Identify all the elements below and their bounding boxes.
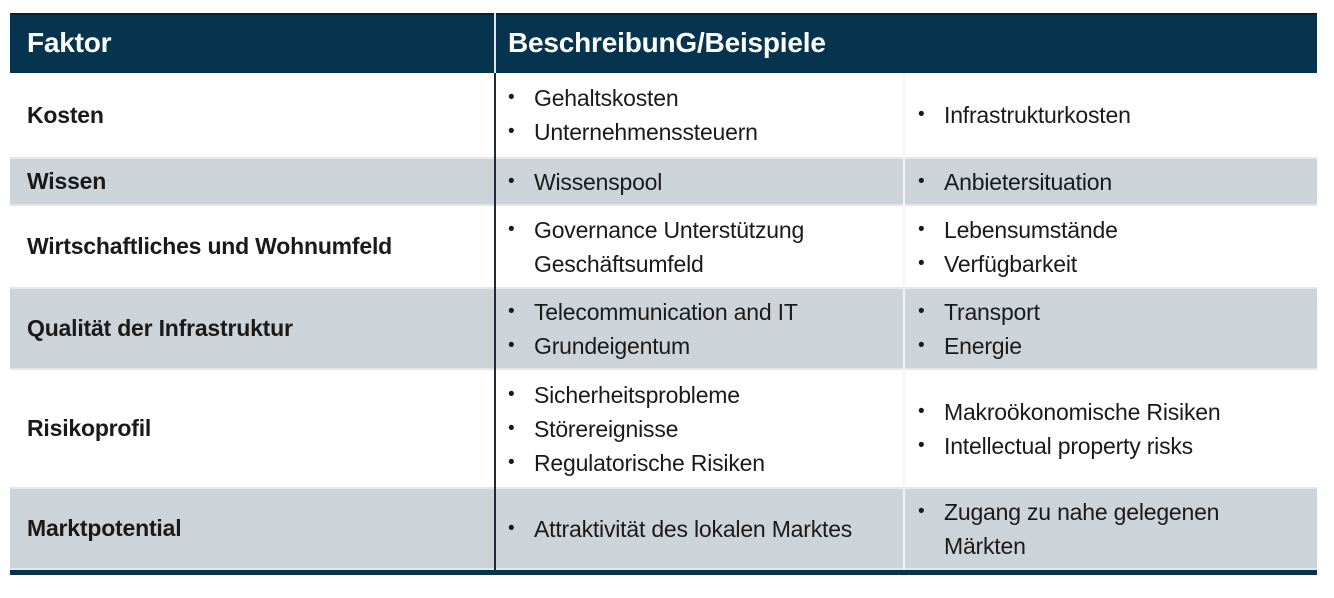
list-item-text: Zugang zu nahe gelegenen Märkten (944, 498, 1220, 559)
list-item-text: Wissenspool (534, 168, 663, 195)
factor-label: Marktpotential (27, 515, 182, 541)
bullet-dot-icon: • (918, 400, 925, 422)
list-item-text: Regulatorische Risiken (534, 449, 765, 476)
list-item: • Zugang zu nahe gelegenen Märkten (918, 495, 1309, 563)
list-item-text: Lebensumstände (944, 216, 1118, 243)
list-item-text: Unternehmenssteuern (534, 119, 758, 145)
list-item: • Wissenspool (508, 165, 895, 199)
list-item: • Makroökonomische Risiken (918, 395, 1309, 429)
list-item: • Telecommunication and IT (508, 295, 895, 329)
examples-column-right: • Makroökonomische Risiken • Intellectual p… (903, 370, 1317, 487)
list-item-text: Gehaltskosten (534, 85, 679, 111)
list-item: • Verfügbarkeit (918, 247, 1309, 281)
bullet-dot-icon: • (508, 383, 515, 405)
table-row: Qualität der Infrastruktur • Telecommunic… (10, 287, 1317, 370)
bullet-dot-icon: • (918, 334, 925, 356)
factor-cell: Wirtschaftliches und Wohnumfeld (10, 206, 494, 287)
table-row: Wissen • Wissenspool • Anbietersituation (10, 157, 1317, 206)
bullet-dot-icon: • (918, 252, 925, 274)
bullet-dot-icon: • (918, 218, 925, 240)
factor-label: Wissen (27, 168, 107, 194)
bullet-dot-icon: • (508, 87, 515, 108)
examples-column-right: • Lebensumstände • Verfügbarkeit (903, 206, 1317, 287)
list-item: • Attraktivität des lokalen Marktes (508, 512, 895, 546)
list-item: • Regulatorische Risiken (508, 446, 895, 480)
examples-column-left: • Telecommunication and IT • Grundeigentum (494, 287, 903, 370)
list-item: • Sicherheitsprobleme (508, 378, 895, 412)
factor-cell: Wissen (10, 157, 494, 206)
examples-column-right: • Transport • Energie (903, 287, 1317, 370)
list-item: • Störereignisse (508, 412, 895, 446)
list-item-text: Sicherheitsprobleme (534, 381, 740, 408)
list-item-text: Transport (944, 298, 1040, 325)
list-item-text: Telecommunication and IT (534, 298, 798, 325)
factor-cell: Qualität der Infrastruktur (10, 287, 494, 370)
bullet-dot-icon: • (508, 170, 515, 192)
list-item: • Intellectual property risks (918, 429, 1309, 463)
list-item: • Lebensumstände (918, 213, 1309, 247)
factor-label: Wirtschaftliches und Wohnumfeld (27, 233, 393, 259)
list-item: • Energie (918, 329, 1309, 363)
examples-column-right: • Zugang zu nahe gelegenen Märkten (903, 487, 1317, 570)
bullet-dot-icon: • (508, 517, 515, 539)
list-item-text: Energie (944, 332, 1022, 359)
bullet-dot-icon: • (508, 451, 515, 473)
list-item-text: Governance Unterstützung Geschäftsumfeld (534, 216, 805, 277)
factor-label: Qualität der Infrastruktur (27, 315, 293, 341)
bullet-dot-icon: • (508, 121, 515, 142)
bullet-dot-icon: • (508, 300, 515, 322)
table-header-row: Faktor BeschreibunG/Beispiele (10, 13, 1317, 73)
list-item-text: Störereignisse (534, 415, 679, 442)
list-item: • Transport (918, 295, 1309, 329)
examples-column-left: • Governance Unterstützung Geschäftsumfel… (494, 206, 903, 287)
bullet-dot-icon: • (918, 500, 925, 522)
factor-cell: Risikoprofil (10, 370, 494, 487)
bullet-dot-icon: • (508, 218, 515, 240)
examples-column-right: • Infrastrukturkosten (903, 73, 1317, 157)
factor-cell: Marktpotential (10, 487, 494, 570)
factor-label: Risikoprofil (27, 415, 152, 441)
list-item-text: Intellectual property risks (944, 432, 1193, 459)
bullet-dot-icon: • (918, 170, 925, 192)
list-item-text: Makroökonomische Risiken (944, 398, 1221, 425)
table-row: Risikoprofil • Sicherheitsprobleme • Störer… (10, 370, 1317, 487)
factor-cell: Kosten (10, 73, 494, 157)
bullet-dot-icon: • (918, 434, 925, 456)
list-item: • Unternehmenssteuern (508, 115, 895, 149)
list-item: • Infrastrukturkosten (918, 98, 1309, 132)
bullet-dot-icon: • (918, 104, 925, 125)
list-item: • Governance Unterstützung Geschäftsumfel… (508, 213, 895, 281)
list-item-text: Verfügbarkeit (944, 250, 1077, 277)
factor-table: Faktor BeschreibunG/Beispiele Kosten • Ge… (10, 13, 1317, 575)
examples-column-left: • Sicherheitsprobleme • Störereignisse • Regu… (494, 370, 903, 487)
examples-column-left: • Attraktivität des lokalen Marktes (494, 487, 903, 570)
list-item-text: Anbietersituation (944, 168, 1112, 195)
table-row: Wirtschaftliches und Wohnumfeld • Governa… (10, 206, 1317, 287)
examples-column-left: • Wissenspool (494, 157, 903, 206)
bullet-dot-icon: • (508, 417, 515, 439)
examples-column-left: • Gehaltskosten • Unternehmenssteuern (494, 73, 903, 157)
column-header-beschreibung: BeschreibunG/Beispiele (494, 13, 1317, 73)
list-item-text: Infrastrukturkosten (944, 102, 1131, 128)
list-item-text: Attraktivität des lokalen Marktes (534, 515, 853, 542)
list-item: • Grundeigentum (508, 329, 895, 363)
examples-column-right: • Anbietersituation (903, 157, 1317, 206)
column-header-faktor: Faktor (27, 27, 112, 58)
list-item-text: Grundeigentum (534, 332, 690, 359)
bullet-dot-icon: • (508, 334, 515, 356)
table-row: Kosten • Gehaltskosten • Unternehmenssteuer… (10, 73, 1317, 157)
table-body: Kosten • Gehaltskosten • Unternehmenssteuer… (10, 73, 1317, 570)
list-item: • Anbietersituation (918, 165, 1309, 199)
table-row: Marktpotential • Attraktivität des lokale… (10, 487, 1317, 570)
factor-label: Kosten (27, 101, 104, 128)
list-item: • Gehaltskosten (508, 81, 895, 115)
bullet-dot-icon: • (918, 300, 925, 322)
